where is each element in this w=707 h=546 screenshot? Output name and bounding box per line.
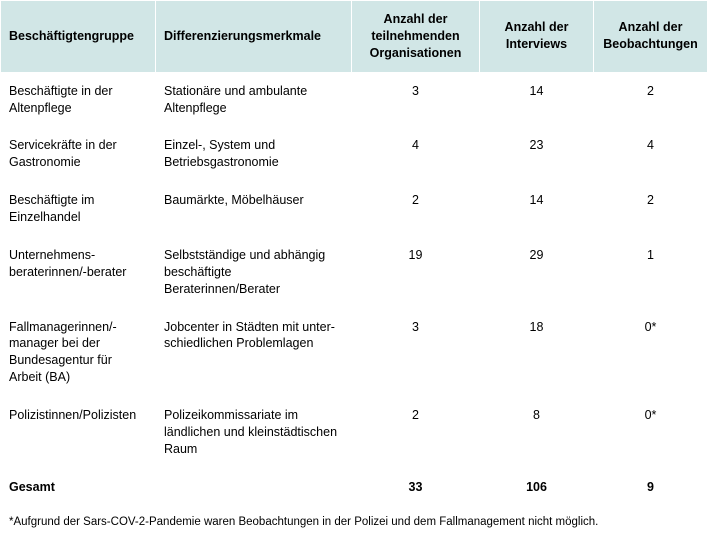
- cell-orgs: 3: [352, 308, 480, 397]
- footnote: *Aufgrund der Sars-COV-2-Pandemie waren …: [1, 506, 707, 541]
- col-header-group: Beschäftigtengruppe: [1, 1, 156, 73]
- cell-interviews: 14: [480, 182, 594, 237]
- table-row: Beschäftigte im Einzelhandel Baumärkte, …: [1, 182, 707, 237]
- table-totals-row: Gesamt 33 106 9: [1, 468, 707, 506]
- col-header-diff: Differenzierungsmerkmale: [156, 1, 352, 73]
- cell-obs: 0*: [594, 308, 707, 397]
- table-row: Servicekräfte in der Gastronomie Einzel-…: [1, 127, 707, 182]
- cell-diff: Einzel-, System und Betriebsgastronomie: [156, 127, 352, 182]
- cell-obs: 0*: [594, 397, 707, 469]
- totals-obs: 9: [594, 468, 707, 506]
- cell-interviews: 23: [480, 127, 594, 182]
- cell-orgs: 19: [352, 236, 480, 308]
- cell-group: Fallmanagerinnen/-manager bei der Bundes…: [1, 308, 156, 397]
- cell-group: Beschäftigte in der Altenpflege: [1, 72, 156, 127]
- cell-group: Unternehmens­beraterinnen/-berater: [1, 236, 156, 308]
- cell-group: Beschäftigte im Einzelhandel: [1, 182, 156, 237]
- totals-label: Gesamt: [1, 468, 352, 506]
- cell-interviews: 14: [480, 72, 594, 127]
- table-header-row: Beschäftigtengruppe Differenzierungsmerk…: [1, 1, 707, 73]
- data-table: Beschäftigtengruppe Differenzierungsmerk…: [0, 0, 707, 541]
- col-header-orgs: Anzahl der teilnehmenden Organisationen: [352, 1, 480, 73]
- cell-interviews: 18: [480, 308, 594, 397]
- cell-diff: Polizeikommissariate im ländlichen und k…: [156, 397, 352, 469]
- cell-diff: Selbstständige und abhängig be­schäftigt…: [156, 236, 352, 308]
- cell-interviews: 8: [480, 397, 594, 469]
- col-header-obs: Anzahl der Beob­achtungen: [594, 1, 707, 73]
- cell-obs: 4: [594, 127, 707, 182]
- cell-diff: Stationäre und ambulante Altenpflege: [156, 72, 352, 127]
- cell-diff: Jobcenter in Städten mit unter­schiedlic…: [156, 308, 352, 397]
- cell-orgs: 2: [352, 182, 480, 237]
- cell-group: Polizistinnen/Polizisten: [1, 397, 156, 469]
- cell-group: Servicekräfte in der Gastronomie: [1, 127, 156, 182]
- cell-diff: Baumärkte, Möbelhäuser: [156, 182, 352, 237]
- totals-orgs: 33: [352, 468, 480, 506]
- totals-interviews: 106: [480, 468, 594, 506]
- table-footnote-row: *Aufgrund der Sars-COV-2-Pandemie waren …: [1, 506, 707, 541]
- cell-obs: 2: [594, 182, 707, 237]
- table-row: Polizistinnen/Polizisten Polizeikommissa…: [1, 397, 707, 469]
- table-row: Unternehmens­beraterinnen/-berater Selbs…: [1, 236, 707, 308]
- cell-orgs: 4: [352, 127, 480, 182]
- table-row: Beschäftigte in der Altenpflege Stationä…: [1, 72, 707, 127]
- cell-orgs: 2: [352, 397, 480, 469]
- cell-interviews: 29: [480, 236, 594, 308]
- cell-obs: 1: [594, 236, 707, 308]
- cell-obs: 2: [594, 72, 707, 127]
- col-header-interviews: Anzahl der Inter­views: [480, 1, 594, 73]
- table-row: Fallmanagerinnen/-manager bei der Bundes…: [1, 308, 707, 397]
- cell-orgs: 3: [352, 72, 480, 127]
- table-body: Beschäftigte in der Altenpflege Stationä…: [1, 72, 707, 506]
